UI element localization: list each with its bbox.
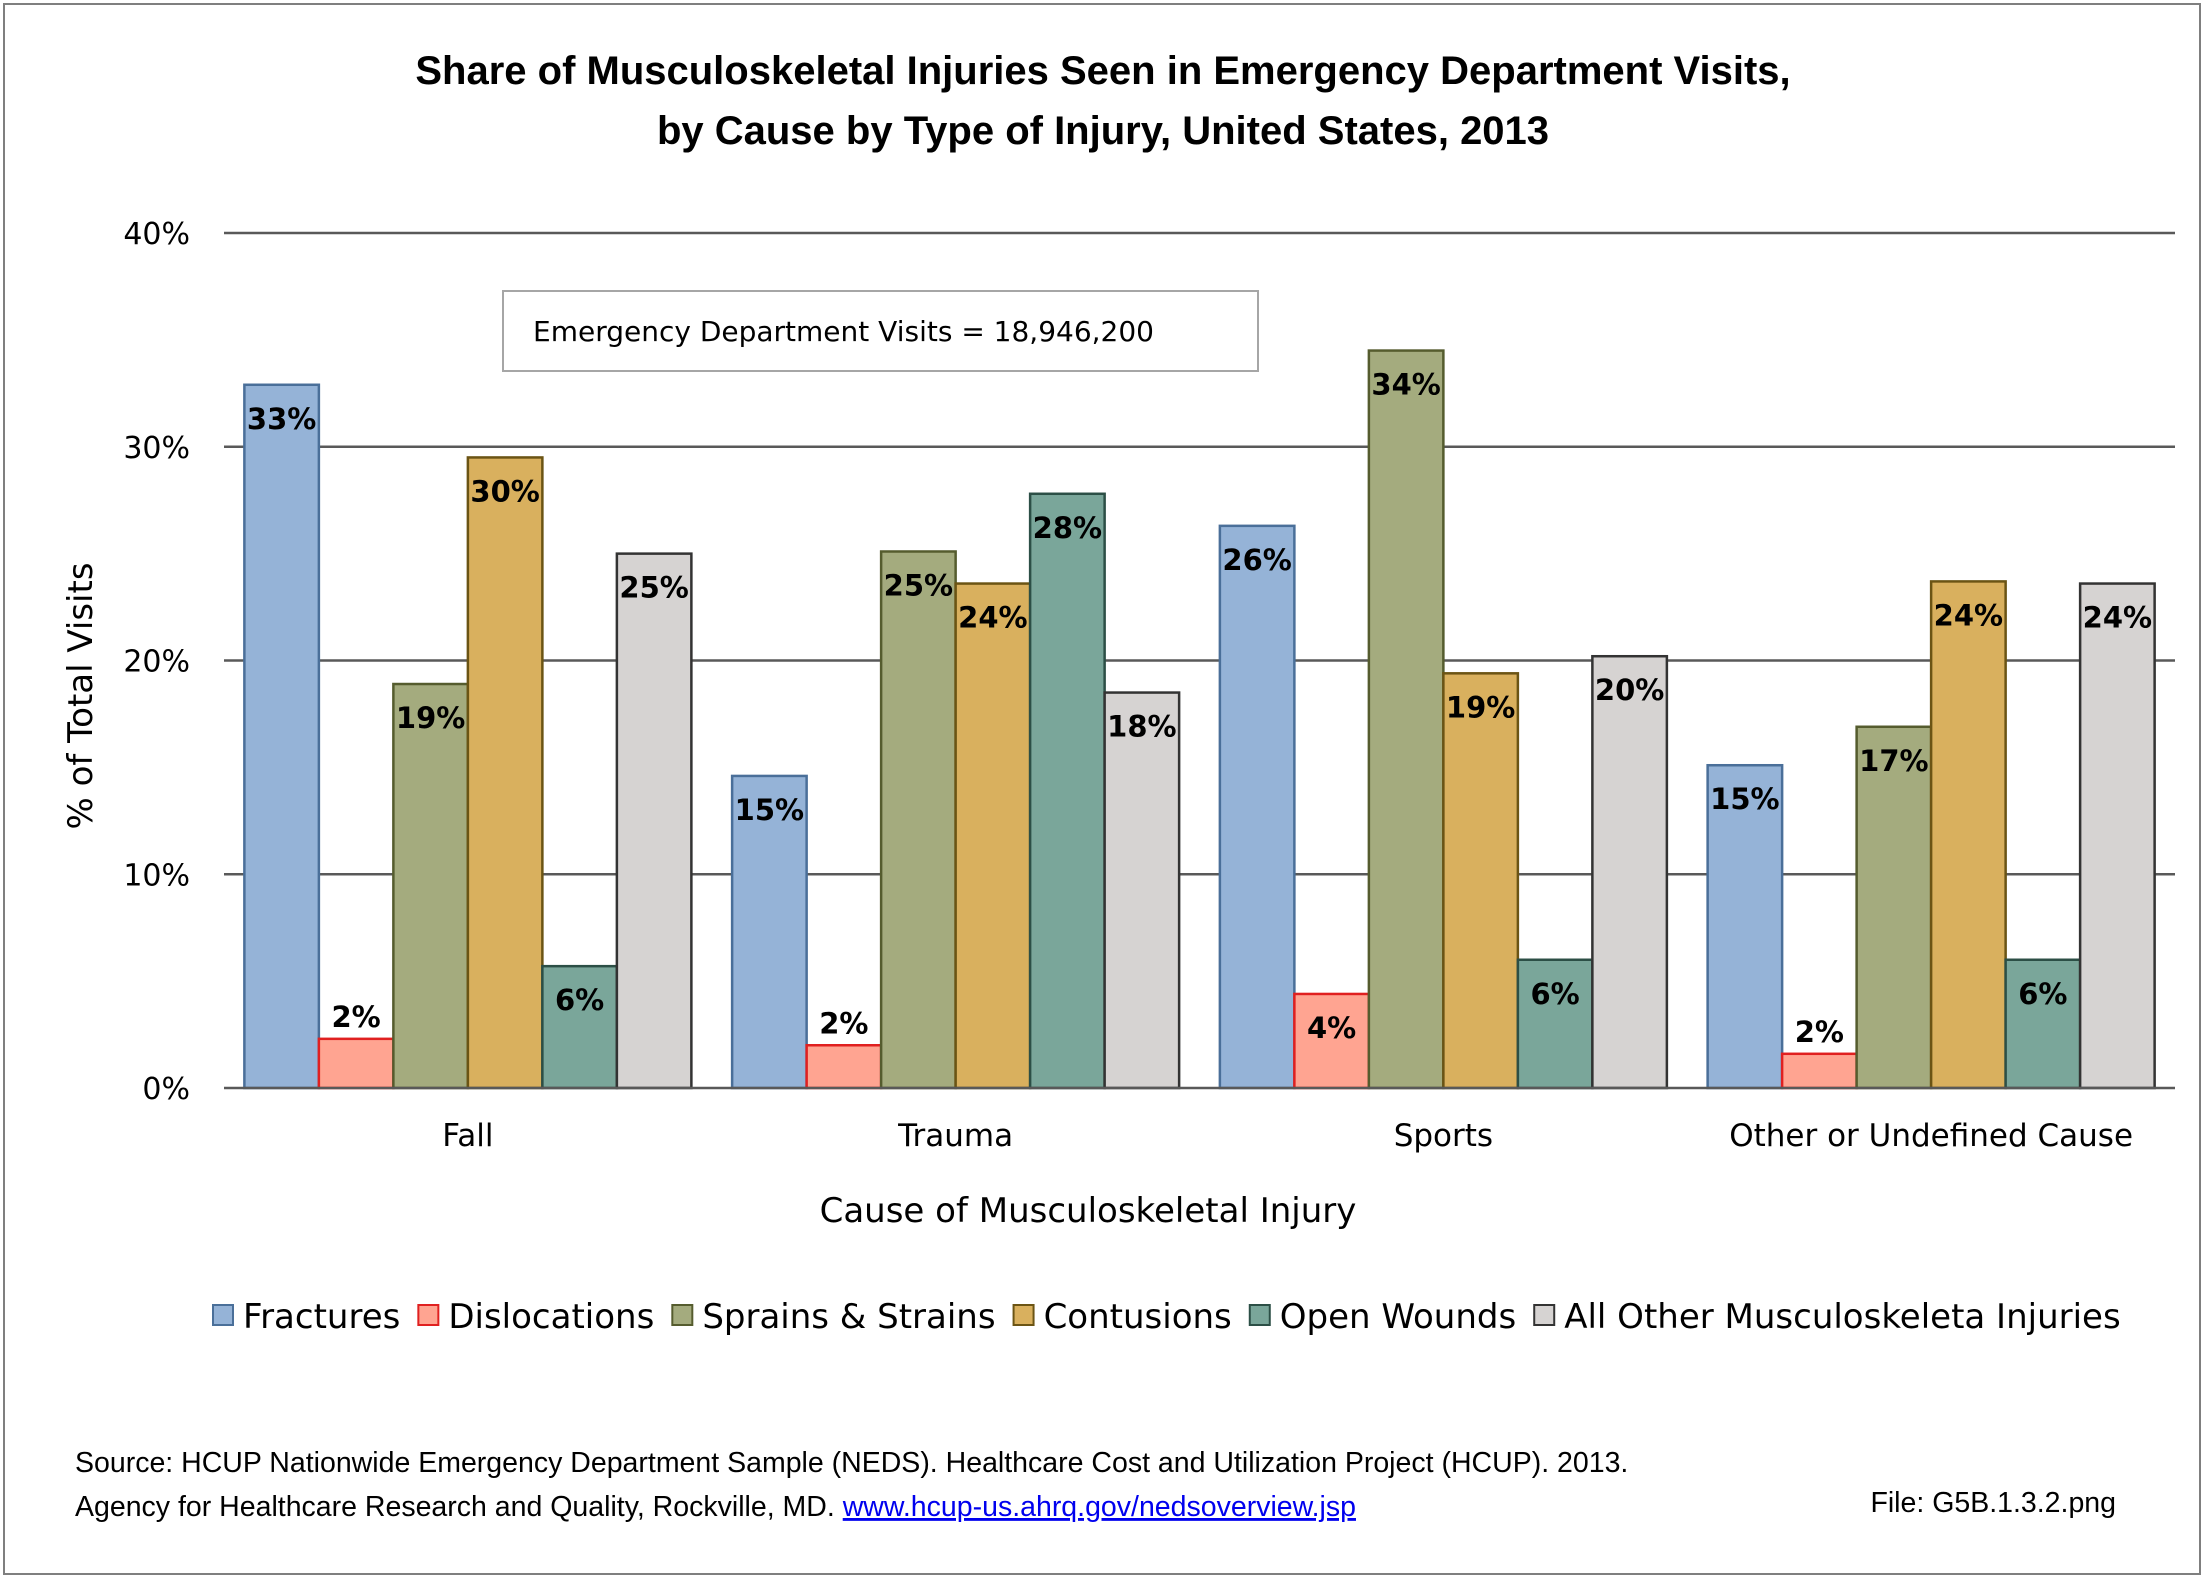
bar bbox=[1706, 763, 1784, 1090]
y-tick-label: 0% bbox=[142, 1072, 190, 1107]
y-tick-label: 30% bbox=[123, 431, 190, 466]
data-label: 34% bbox=[1371, 368, 1440, 402]
data-label: 18% bbox=[1107, 710, 1176, 744]
annotation-box bbox=[502, 290, 1259, 372]
bar bbox=[879, 550, 957, 1090]
source-line2: Agency for Healthcare Research and Quali… bbox=[75, 1491, 1356, 1523]
data-label: 19% bbox=[396, 701, 465, 735]
legend-swatch bbox=[1248, 1304, 1271, 1326]
legend-swatch bbox=[671, 1304, 694, 1326]
bar bbox=[541, 964, 619, 1090]
bar bbox=[615, 552, 693, 1090]
data-label: 4% bbox=[1307, 1011, 1356, 1045]
bar bbox=[730, 774, 808, 1090]
gridlines bbox=[224, 231, 2175, 876]
data-label: 25% bbox=[619, 571, 688, 605]
y-tick-label: 10% bbox=[123, 858, 190, 893]
bar bbox=[2078, 582, 2156, 1090]
bar bbox=[1780, 1052, 1858, 1090]
bar bbox=[1218, 524, 1296, 1090]
y-tick-label: 40% bbox=[123, 217, 190, 252]
bars bbox=[243, 349, 2156, 1090]
data-label: 26% bbox=[1222, 543, 1291, 577]
data-label: 24% bbox=[2083, 601, 2152, 635]
category-label: Other or Undefined Cause bbox=[1729, 1118, 2133, 1154]
data-label: 33% bbox=[247, 402, 316, 436]
data-label: 6% bbox=[555, 983, 604, 1017]
legend-label: All Other Musculoskeleta Injuries bbox=[1564, 1297, 2120, 1337]
data-label: 19% bbox=[1446, 690, 1515, 724]
file-label: File: G5B.1.3.2.png bbox=[1870, 1487, 2116, 1519]
data-label: 2% bbox=[332, 1000, 381, 1034]
category-label: Trauma bbox=[897, 1118, 1013, 1154]
data-label: 15% bbox=[1710, 782, 1779, 816]
legend-label: Sprains & Strains bbox=[702, 1297, 995, 1337]
data-label: 2% bbox=[1795, 1015, 1844, 1049]
bar bbox=[1855, 725, 1933, 1090]
category-label: Fall bbox=[442, 1118, 493, 1154]
legend-label: Open Wounds bbox=[1280, 1297, 1516, 1337]
bar bbox=[954, 582, 1032, 1090]
bar bbox=[1103, 691, 1181, 1090]
bar bbox=[805, 1044, 883, 1090]
bar bbox=[1516, 958, 1594, 1090]
bar bbox=[1367, 349, 1445, 1090]
data-label: 20% bbox=[1595, 673, 1664, 707]
category-label: Sports bbox=[1394, 1118, 1493, 1154]
x-axis-title: Cause of Musculoskeletal Injury bbox=[820, 1191, 1357, 1231]
bar bbox=[1442, 672, 1520, 1090]
y-tick-label: 20% bbox=[123, 645, 190, 680]
data-label: 15% bbox=[735, 793, 804, 827]
bar bbox=[243, 383, 321, 1090]
data-label: 30% bbox=[470, 474, 539, 508]
bar bbox=[1028, 492, 1106, 1090]
bar bbox=[1591, 654, 1669, 1090]
y-axis-title: % of Total Visits bbox=[61, 562, 101, 829]
legend: Fractures Dislocations Sprains & Strains Co… bbox=[212, 1297, 2121, 1337]
legend-swatch bbox=[1012, 1304, 1035, 1326]
data-label: 25% bbox=[884, 568, 953, 602]
legend-swatch bbox=[212, 1304, 234, 1326]
source-link[interactable]: www.hcup-us.ahrq.gov/nedsoverview.jsp bbox=[842, 1491, 1356, 1523]
category-labels: Fall Trauma Sports Other or Undefined Cause bbox=[442, 1118, 2133, 1154]
legend-label: Fractures bbox=[243, 1297, 400, 1337]
y-tick-labels: 0% 10% 20% 30% 40% bbox=[123, 217, 190, 1107]
source-line2-prefix: Agency for Healthcare Research and Quali… bbox=[75, 1491, 843, 1523]
source-line1: Source: HCUP Nationwide Emergency Depart… bbox=[75, 1447, 1628, 1479]
legend-label: Dislocations bbox=[448, 1297, 654, 1337]
annotation-text: Emergency Department Visits = 18,946,200 bbox=[533, 315, 1154, 348]
data-label: 2% bbox=[819, 1006, 868, 1040]
data-label: 24% bbox=[1934, 598, 2003, 632]
data-label: 24% bbox=[958, 601, 1027, 635]
data-label: 17% bbox=[1859, 744, 1928, 778]
bar bbox=[1929, 580, 2007, 1090]
data-label: 6% bbox=[2018, 977, 2067, 1011]
data-label: 6% bbox=[1531, 977, 1580, 1011]
legend-swatch bbox=[1533, 1304, 1556, 1326]
chart-title-line2: by Cause by Type of Injury, United State… bbox=[657, 109, 1549, 153]
bar bbox=[317, 1037, 395, 1090]
legend-swatch bbox=[417, 1304, 440, 1326]
data-labels: 33%2%19%30%6%25%15%2%25%24%28%18%26%4%34… bbox=[247, 368, 2152, 1049]
chart-title-line1: Share of Musculoskeletal Injuries Seen i… bbox=[415, 49, 1790, 93]
legend-label: Contusions bbox=[1044, 1297, 1232, 1337]
bar bbox=[466, 456, 544, 1090]
data-label: 28% bbox=[1033, 511, 1102, 545]
bar bbox=[392, 682, 470, 1090]
